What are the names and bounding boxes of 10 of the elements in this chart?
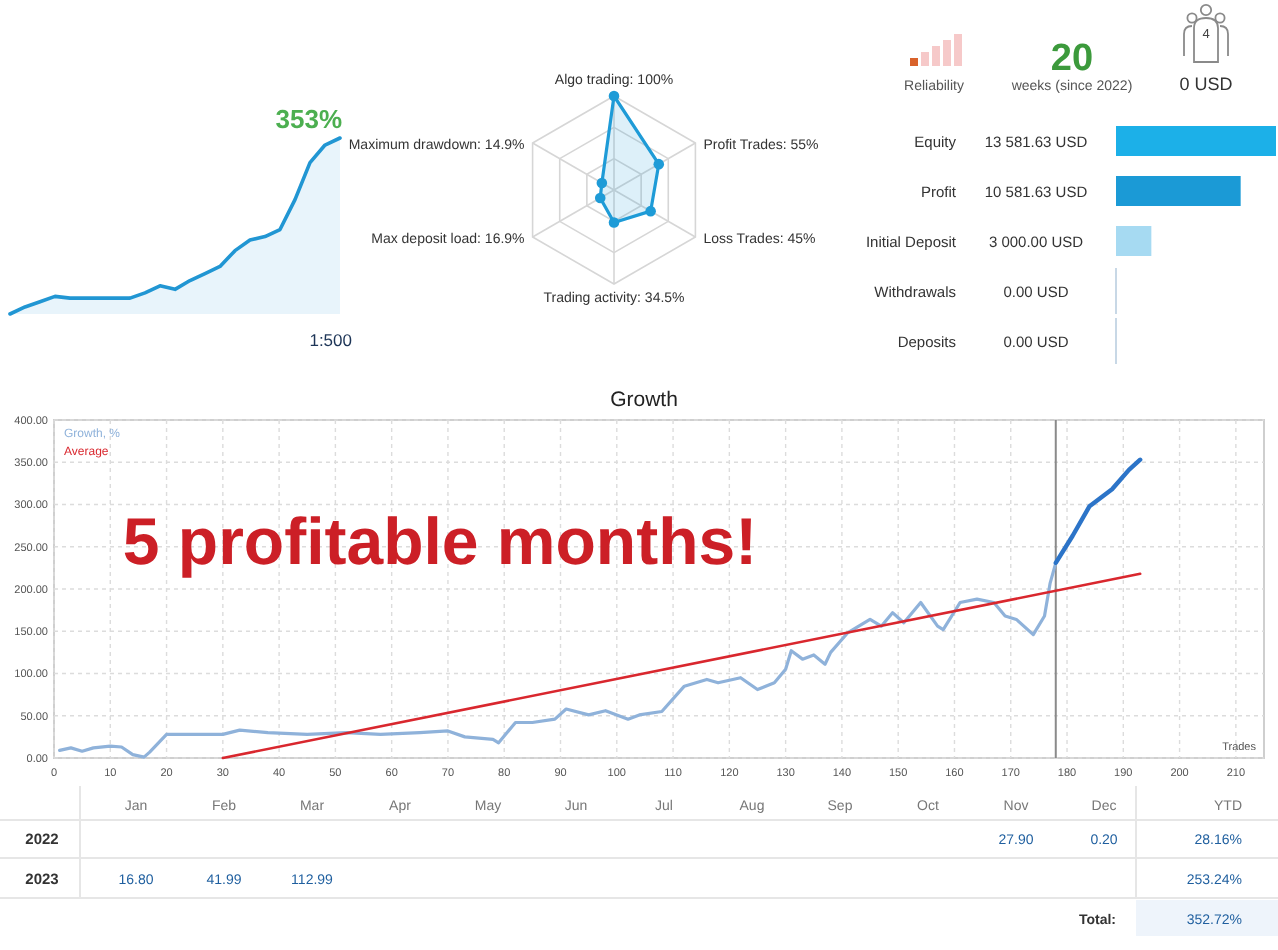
bar: [1116, 226, 1152, 256]
line-series: [1053, 457, 1143, 566]
chart-title: Growth: [610, 388, 679, 412]
text: 1:500: [309, 330, 353, 350]
bar: [1116, 126, 1276, 156]
annotation: 5 profitable months!: [122, 504, 758, 578]
text: 20: [1050, 38, 1094, 80]
bar: [1116, 176, 1241, 206]
text: 0 USD: [1179, 74, 1234, 94]
text: 353%: [275, 104, 343, 134]
